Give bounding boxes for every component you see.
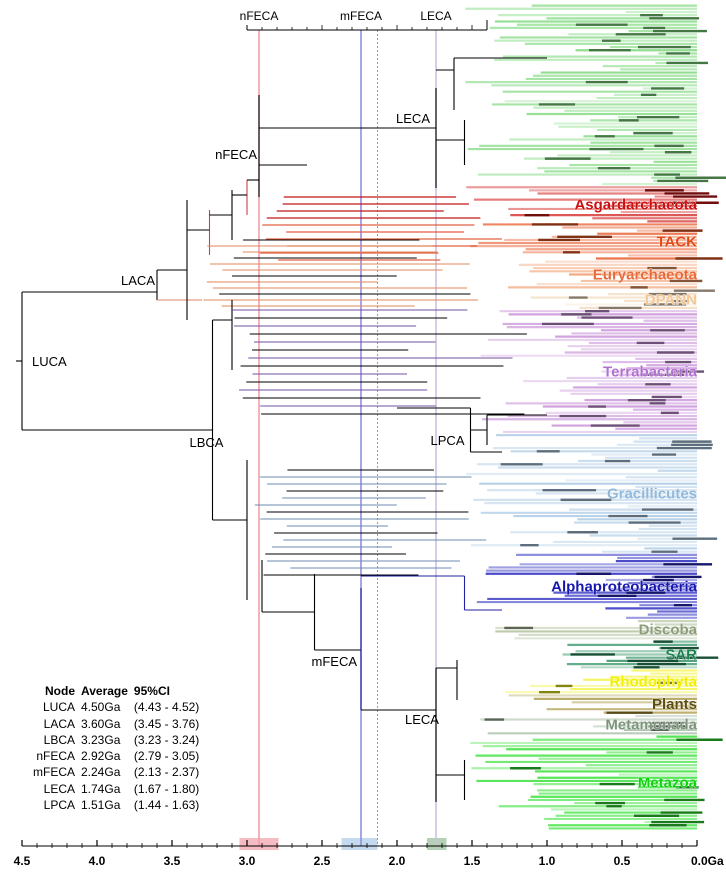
table-row: LUCA 4.50Ga (4.43 - 4.52) <box>30 699 202 715</box>
clade-label-discoba: Discoba <box>639 622 698 639</box>
clade-label-terrabacteria: Terrabacteria <box>603 364 698 381</box>
node-label-leca-upper: LECA <box>396 111 430 126</box>
node-name: LUCA <box>42 700 75 715</box>
axis-ci-bands <box>239 838 447 850</box>
axis-tick-label: 0.0Ga <box>691 854 724 868</box>
axis-tick-label: 1.0 <box>539 854 556 868</box>
node-label-lpca: LPCA <box>431 433 465 448</box>
header-average: Average <box>81 684 128 698</box>
axis-tick-label: 0.5 <box>614 854 631 868</box>
node-labels: LUCA LACA LBCA nFECA LECA LPCA mFECA LECA <box>32 111 465 727</box>
table-row: LACA 3.60Ga (3.45 - 3.76) <box>30 716 202 732</box>
top-scale-label-nfeca: nFECA <box>240 9 279 23</box>
axis-tick-label: 4.5 <box>14 854 31 868</box>
clade-bands <box>465 4 726 830</box>
node-average: 2.24Ga <box>81 765 121 780</box>
table-row: nFECA 2.92Ga (2.79 - 3.05) <box>30 748 202 764</box>
node-average: 4.50Ga <box>81 700 121 715</box>
node-average: 2.92Ga <box>81 749 121 764</box>
clade-labels: Asgardarchaeota TACK Euryarchaeota DPANN Ter… <box>551 196 698 792</box>
node-ci: (4.43 - 4.52) <box>133 700 200 715</box>
node-ci: (2.79 - 3.05) <box>133 749 200 764</box>
ci-band-mFECA <box>341 838 378 850</box>
node-age-table: Node Average 95%CI LUCA 4.50Ga (4.43 - 4… <box>30 683 202 813</box>
node-label-lbca: LBCA <box>190 435 224 450</box>
node-label-nfeca: nFECA <box>215 147 257 162</box>
node-name: mFECA <box>33 765 75 780</box>
node-name: LPCA <box>43 798 75 813</box>
header-node: Node <box>45 684 75 698</box>
node-name: LACA <box>43 716 75 731</box>
node-ci: (3.45 - 3.76) <box>133 716 200 731</box>
clade-label-alphaproteobacteria: Alphaproteobacteria <box>551 578 698 595</box>
clade-label-metazoa: Metazoa <box>638 775 698 792</box>
time-axis: 4.5 4.0 3.5 3.0 2.5 2.0 1.5 1.0 0.5 0.0Ga <box>14 840 724 868</box>
node-label-luca: LUCA <box>32 354 67 369</box>
clade-label-sar: SAR <box>665 646 697 663</box>
node-average: 3.60Ga <box>81 716 121 731</box>
table-row: LPCA 1.51Ga (1.44 - 1.63) <box>30 797 202 813</box>
table-header-row: Node Average 95%CI <box>30 683 202 699</box>
node-ci: (1.44 - 1.63) <box>133 798 200 813</box>
axis-tick-label: 2.0 <box>389 854 406 868</box>
node-name: nFECA <box>36 749 75 764</box>
node-average: 1.74Ga <box>81 781 121 796</box>
node-label-leca-lower: LECA <box>405 712 439 727</box>
axis-tick-label: 2.5 <box>314 854 331 868</box>
node-ci: (2.13 - 2.37) <box>133 765 200 780</box>
node-average: 3.23Ga <box>81 732 121 747</box>
axis-tick-label: 3.0 <box>239 854 256 868</box>
top-scale: nFECA mFECA LECA <box>240 9 488 31</box>
node-name: LBCA <box>43 732 75 747</box>
node-name: LECA <box>43 781 75 796</box>
node-ci: (1.67 - 1.80) <box>133 781 200 796</box>
clade-label-euryarchaeota: Euryarchaeota <box>593 267 698 284</box>
clade-label-gracilicutes: Gracillicutes <box>607 485 697 502</box>
top-scale-label-mfeca: mFECA <box>340 9 382 23</box>
clade-label-asgardarchaeota: Asgardarchaeota <box>574 196 697 213</box>
clade-label-metamonada: Metamonada <box>605 717 697 734</box>
top-scale-label-leca: LECA <box>420 9 451 23</box>
axis-tick-label: 3.5 <box>164 854 181 868</box>
node-label-mfeca: mFECA <box>312 654 358 669</box>
axis-tick-label: 4.0 <box>89 854 106 868</box>
node-ci: (3.23 - 3.24) <box>133 732 200 747</box>
node-label-laca: LACA <box>121 273 155 288</box>
tree-branches <box>16 57 547 802</box>
node-average: 1.51Ga <box>81 798 121 813</box>
table-row: LBCA 3.23Ga (3.23 - 3.24) <box>30 732 202 748</box>
clade-label-plants: Plants <box>652 696 697 713</box>
header-ci: 95%CI <box>133 684 170 698</box>
clade-label-rhodophyta: Rhodophyta <box>610 673 698 690</box>
clade-label-dpann: DPANN <box>645 291 697 308</box>
table-row: mFECA 2.24Ga (2.13 - 2.37) <box>30 764 202 780</box>
table-row: LECA 1.74Ga (1.67 - 1.80) <box>30 781 202 797</box>
clade-label-tack: TACK <box>656 233 697 250</box>
axis-tick-label: 1.5 <box>464 854 481 868</box>
